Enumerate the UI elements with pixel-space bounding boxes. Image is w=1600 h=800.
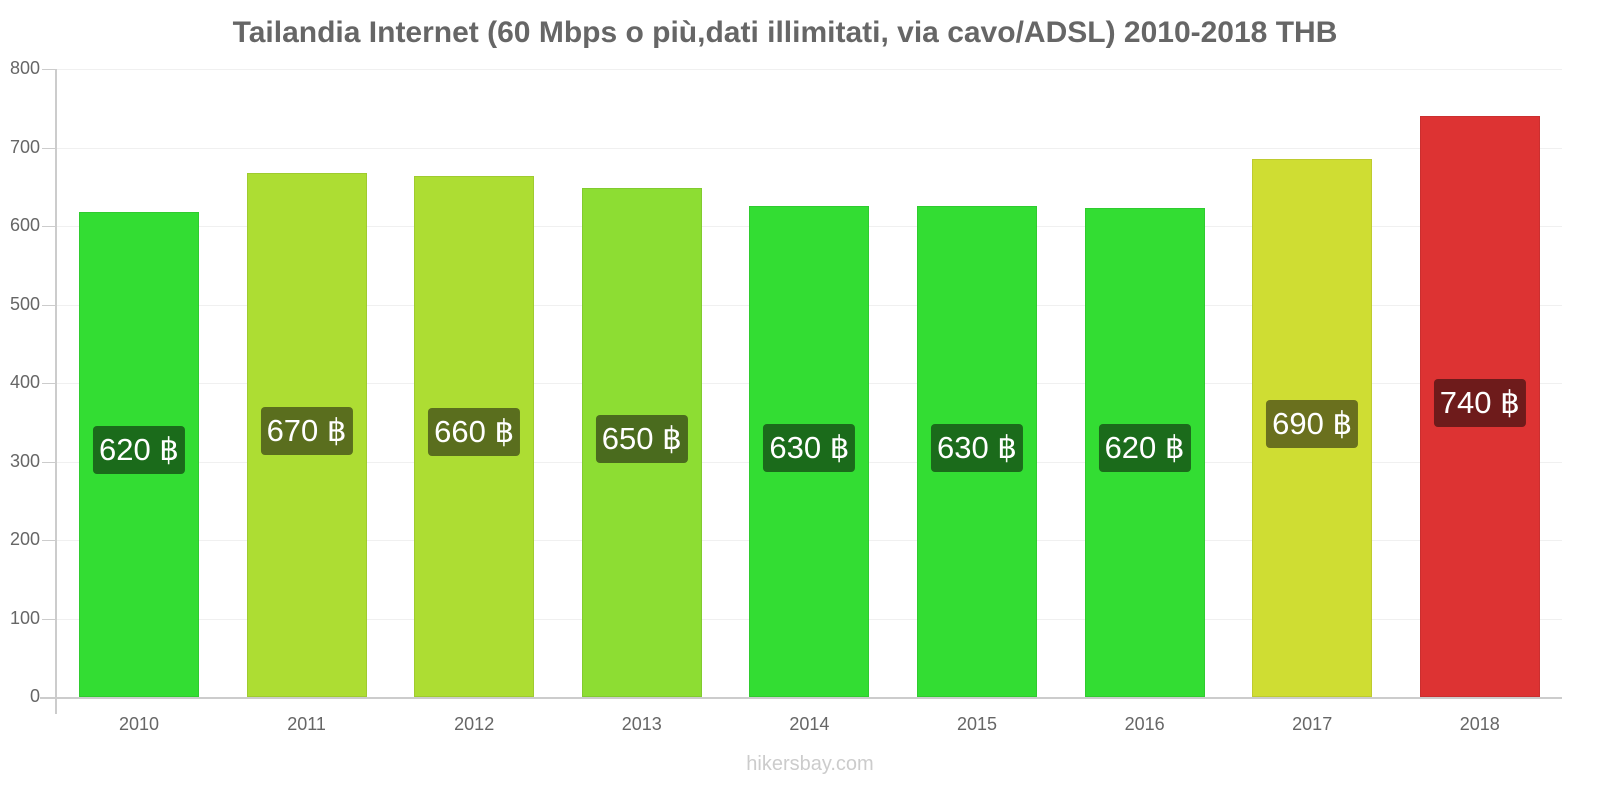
y-tick-label: 300 — [9, 450, 40, 471]
x-tick-label: 2012 — [454, 714, 495, 734]
y-tick-mark — [42, 618, 56, 620]
data-label: 620 ฿ — [92, 426, 186, 475]
gridline — [56, 69, 1562, 70]
data-label: 690 ฿ — [1266, 400, 1359, 449]
x-tick-label: 2017 — [1292, 714, 1333, 734]
x-tick-label: 2016 — [1124, 714, 1165, 734]
x-tick-label: 2015 — [956, 714, 998, 734]
y-tick-label: 800 — [9, 58, 40, 78]
y-tick-label: 0 — [29, 686, 40, 706]
y-tick-mark — [42, 69, 56, 70]
chart-title: Tailandia Internet (60 Mbps o più,dati i… — [232, 16, 1338, 49]
y-tick-mark — [42, 383, 56, 384]
data-label: 650 ฿ — [595, 414, 688, 463]
watermark: hikersbay.com — [746, 753, 874, 775]
y-tick-label: 600 — [9, 215, 40, 235]
y-tick-mark — [42, 226, 56, 227]
y-tick-mark — [42, 540, 56, 541]
y-tick-label: 500 — [9, 293, 40, 314]
data-label: 670 ฿ — [260, 407, 353, 456]
x-tick-label: 2014 — [789, 714, 830, 734]
y-tick-mark — [42, 147, 56, 149]
y-tick-mark — [42, 461, 56, 463]
x-axis-line — [40, 697, 1562, 699]
data-label: 740 ฿ — [1433, 378, 1526, 427]
y-tick-label: 400 — [9, 372, 40, 392]
data-label: 660 ฿ — [428, 408, 521, 457]
data-label: 630 ฿ — [763, 423, 856, 472]
y-tick-label: 100 — [9, 607, 40, 628]
y-axis-line — [55, 69, 57, 714]
x-tick-label: 2011 — [287, 714, 326, 734]
x-tick-label: 2018 — [1459, 714, 1500, 734]
y-tick-mark — [42, 304, 56, 306]
y-tick-label: 200 — [9, 529, 40, 549]
gridline — [56, 147, 1562, 149]
data-label: 630 ฿ — [930, 423, 1024, 472]
y-tick-label: 700 — [9, 136, 40, 157]
data-label: 620 ฿ — [1098, 424, 1191, 473]
x-tick-label: 2013 — [621, 714, 662, 734]
x-tick-label: 2010 — [118, 714, 160, 734]
